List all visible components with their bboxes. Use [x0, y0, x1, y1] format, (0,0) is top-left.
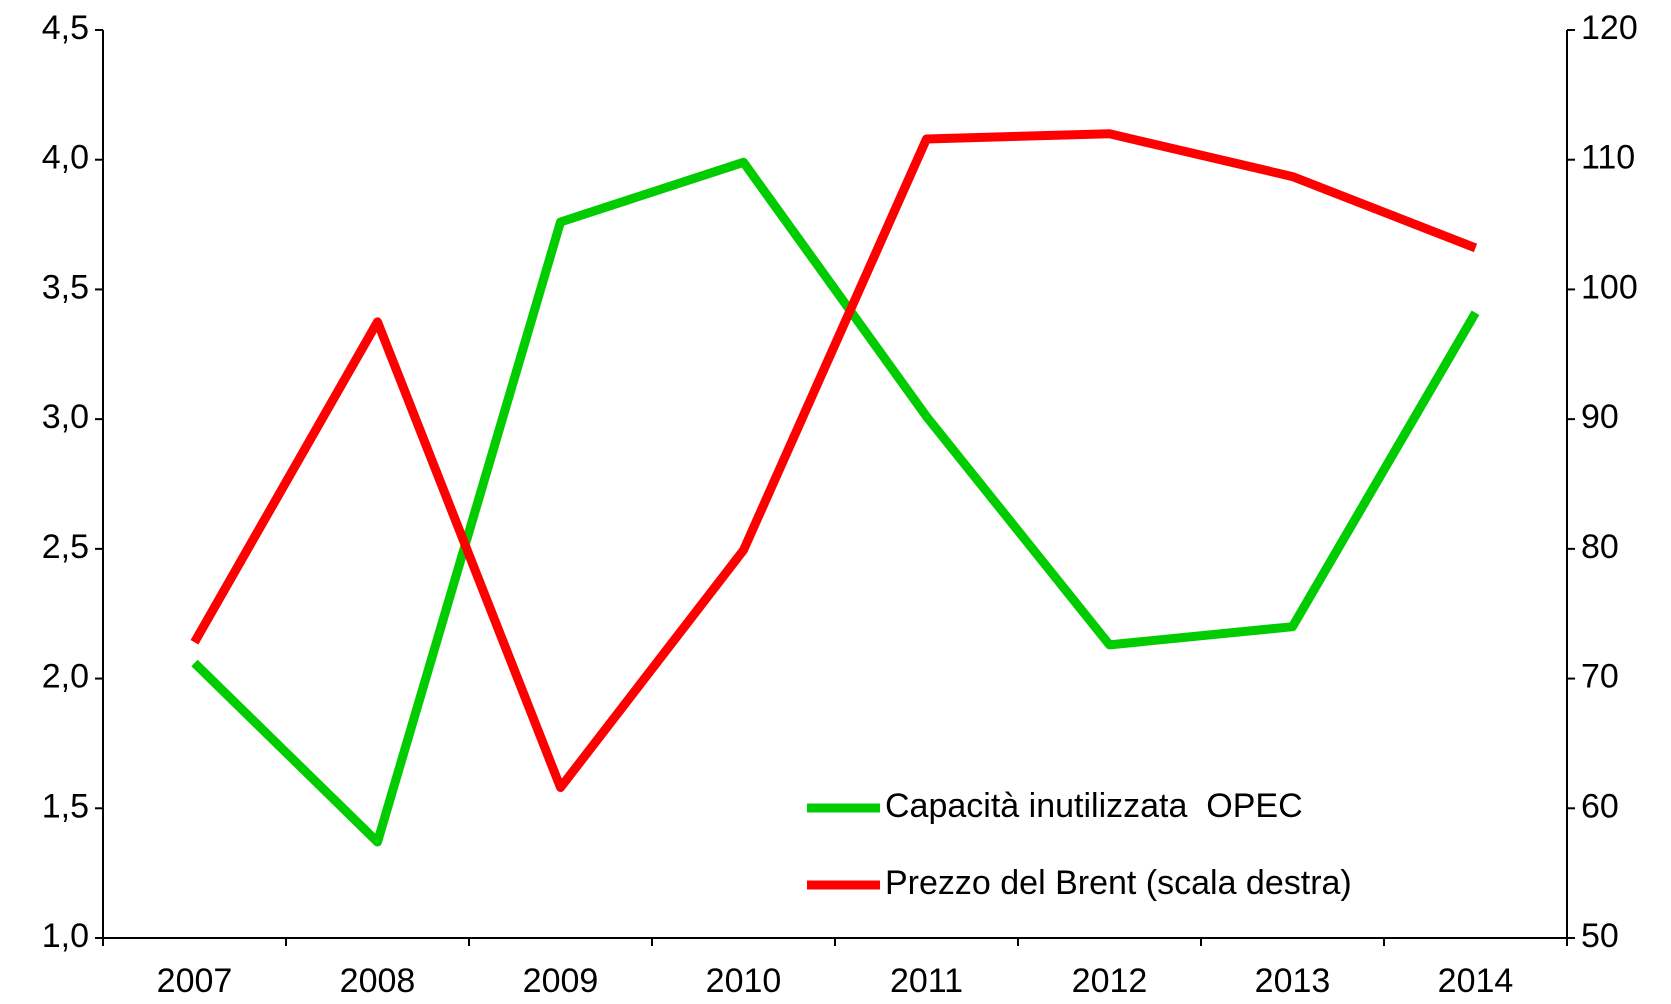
y-tick-label: 3,5 [42, 268, 89, 306]
x-tick-label: 2013 [1255, 962, 1331, 1000]
y2-tick-label: 60 [1581, 787, 1619, 825]
y-tick-label: 2,0 [42, 658, 89, 696]
x-tick-label: 2007 [157, 962, 233, 1000]
y-tick-label: 1,0 [42, 917, 89, 955]
y-tick-label: 2,5 [42, 528, 89, 566]
x-tick-label: 2011 [890, 962, 963, 1000]
y2-tick-label: 110 [1581, 139, 1635, 177]
y2-tick-label: 100 [1581, 268, 1638, 306]
y2-tick-label: 70 [1581, 658, 1619, 696]
x-tick-label: 2010 [706, 962, 782, 1000]
y-tick-label: 1,5 [42, 787, 89, 825]
x-tick-label: 2008 [340, 962, 416, 1000]
series-line [190, 129, 1478, 793]
x-tick-label: 2012 [1072, 962, 1148, 1000]
legend-label: Capacità inutilizzata OPEC [885, 787, 1303, 825]
x-tick-label: 2009 [523, 962, 599, 1000]
series-line [191, 157, 1480, 847]
y-tick-label: 4,0 [42, 139, 89, 177]
y2-tick-label: 50 [1581, 917, 1619, 955]
legend-label: Prezzo del Brent (scala destra) [885, 864, 1352, 902]
y2-tick-label: 80 [1581, 528, 1619, 566]
y-tick-label: 3,0 [42, 398, 89, 436]
y2-tick-label: 90 [1581, 398, 1619, 436]
y-tick-label: 4,5 [42, 9, 89, 47]
x-tick-label: 2014 [1438, 962, 1514, 1000]
y2-tick-label: 120 [1581, 9, 1638, 47]
